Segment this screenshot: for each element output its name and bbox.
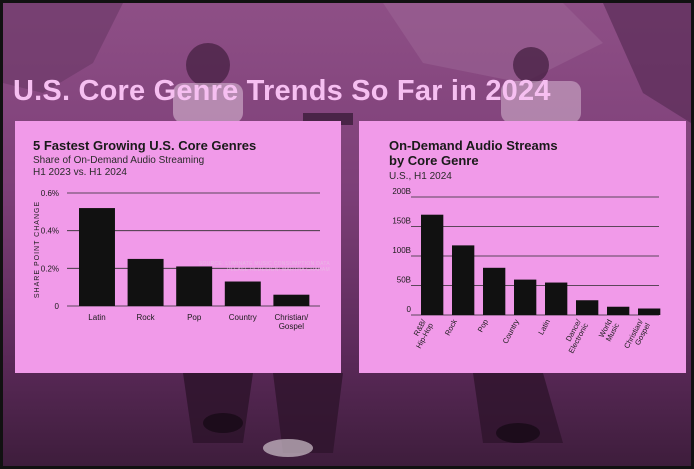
- x-tick-label-line: Pop: [476, 318, 490, 334]
- source-note-line2: PLEASE REDESIGN: MARTHA GRAHAM: [227, 267, 330, 273]
- y-tick-label: 150B: [392, 217, 411, 226]
- growth-chart-panel: 5 Fastest Growing U.S. Core Genres Share…: [15, 121, 341, 373]
- x-tick-label-line: Country: [229, 313, 257, 322]
- x-tick-label: Christian/Gospel: [274, 313, 309, 331]
- headline: U.S. Core Genre Trends So Far in 2024: [13, 75, 551, 107]
- y-tick-label: 0: [55, 302, 60, 311]
- bar-6: [607, 306, 630, 315]
- y-tick-label: 0.4%: [41, 227, 59, 236]
- bar-7: [638, 308, 661, 315]
- y-axis-label: SHARE POINT CHANGE: [34, 201, 41, 298]
- x-tick-label: Pop: [187, 313, 202, 322]
- bar-4: [273, 294, 310, 306]
- streams-chart-title-line2: by Core Genre: [389, 153, 479, 168]
- x-tick-label: Dance/Electronic: [560, 317, 591, 355]
- bar-3: [514, 279, 537, 315]
- bar-0: [421, 214, 444, 315]
- y-tick-label: 100B: [392, 246, 411, 255]
- x-tick-label-line: Country: [501, 317, 521, 345]
- bar-0: [79, 208, 115, 306]
- bar-3: [224, 281, 261, 306]
- bar-2: [483, 267, 506, 315]
- growth-bar-chart: 0 0.2% 0.4% 0.6%SHARE POINT CHANGE Latin Rock…: [34, 189, 320, 331]
- y-tick-label: 0.6%: [41, 189, 59, 198]
- x-tick-label: Pop: [476, 318, 490, 334]
- x-tick-label: Country: [501, 317, 521, 345]
- streams-chart-title: On-Demand Audio Streams by Core Genre: [389, 138, 558, 168]
- bar-1: [127, 258, 164, 306]
- x-tick-label-line: Pop: [187, 313, 202, 322]
- growth-chart-subtitle-line1: Share of On-Demand Audio Streaming: [33, 155, 205, 166]
- growth-chart-subtitle: Share of On-Demand Audio Streaming H1 20…: [33, 155, 204, 179]
- source-note-line1: SOURCE: LUMINATE MUSIC CONSUMPTION DATA: [198, 261, 330, 267]
- bar-1: [452, 245, 475, 315]
- x-tick-label-line: Latin: [536, 318, 552, 337]
- y-tick-label: 0.2%: [41, 264, 59, 273]
- x-tick-label: Latin: [536, 318, 552, 337]
- y-tick-label: 200B: [392, 187, 411, 196]
- x-tick-label-line: Gospel: [279, 322, 305, 331]
- x-tick-label: Rock: [136, 313, 155, 322]
- x-tick-label: R&B/Hip-Hop: [407, 317, 435, 350]
- streams-chart-panel: On-Demand Audio Streams by Core Genre U.…: [359, 121, 686, 373]
- y-tick-label: 50B: [397, 276, 411, 285]
- x-tick-label: Latin: [88, 313, 105, 322]
- y-tick-label: 0: [407, 305, 412, 314]
- source-note: SOURCE: LUMINATE MUSIC CONSUMPTION DATA …: [195, 261, 330, 273]
- bar-5: [576, 300, 599, 315]
- x-tick-label-line: Christian/: [274, 313, 309, 322]
- x-tick-label: WorldMusic: [597, 318, 621, 343]
- bar-2: [176, 266, 213, 306]
- growth-chart-title: 5 Fastest Growing U.S. Core Genres: [33, 138, 257, 153]
- x-tick-label-line: Rock: [136, 313, 155, 322]
- bar-4: [545, 282, 568, 315]
- x-tick-label-line: Latin: [88, 313, 105, 322]
- x-tick-label: Rock: [443, 317, 459, 337]
- growth-chart-subtitle-line2: H1 2023 vs. H1 2024: [33, 167, 127, 178]
- x-tick-label-line: Rock: [443, 317, 459, 337]
- x-tick-label: Christian/Gospel: [622, 317, 652, 354]
- streams-bar-chart: 0 50B 100B 150B 200B R&B/Hip-Hop Rock Pop Countr…: [392, 187, 661, 355]
- streams-chart-title-line1: On-Demand Audio Streams: [389, 138, 558, 153]
- streams-chart-subtitle: U.S., H1 2024: [389, 171, 452, 182]
- x-tick-label: Country: [229, 313, 257, 322]
